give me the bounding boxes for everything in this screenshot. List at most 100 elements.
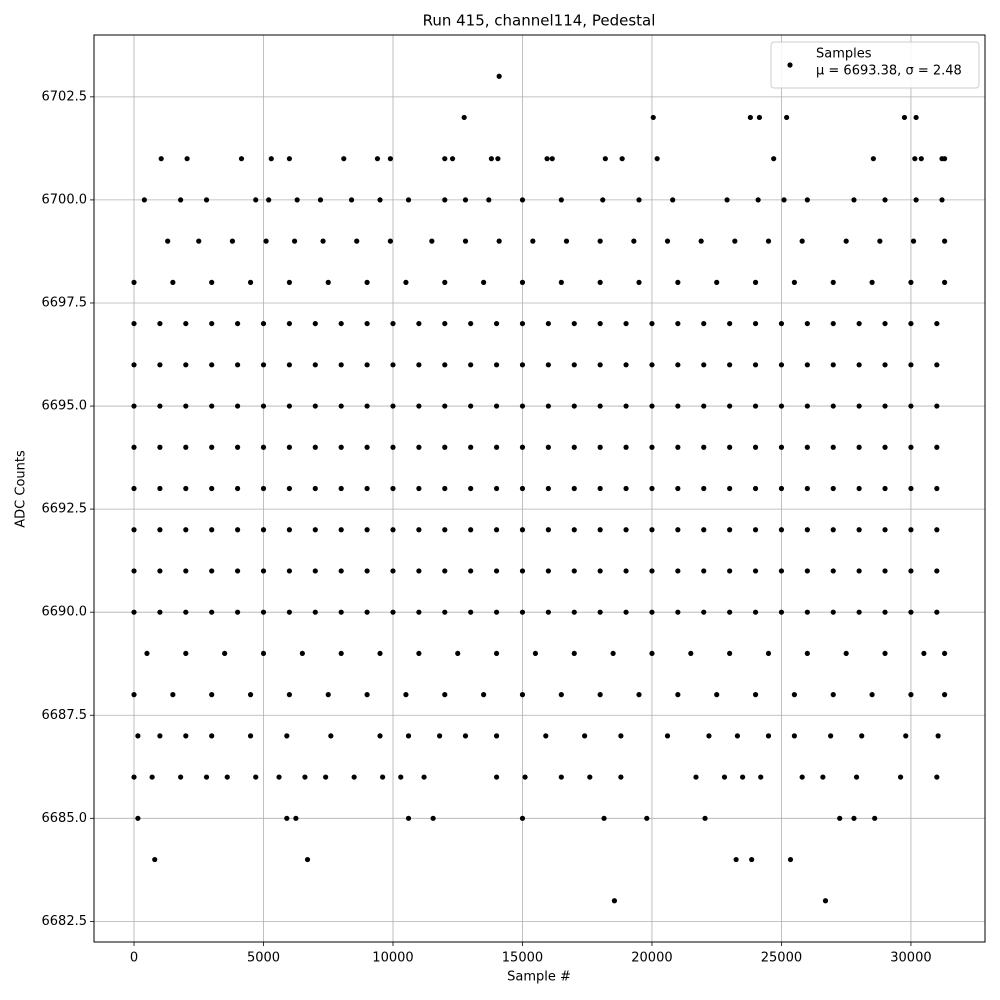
point xyxy=(170,279,176,285)
point xyxy=(304,856,311,863)
point xyxy=(493,527,500,533)
point xyxy=(734,733,741,739)
point xyxy=(481,692,487,698)
point xyxy=(468,527,474,533)
y-axis-label: ADC Counts xyxy=(14,450,29,528)
point xyxy=(675,527,681,533)
point xyxy=(530,238,536,244)
point xyxy=(519,815,526,821)
point xyxy=(364,444,370,450)
point xyxy=(649,609,655,615)
point xyxy=(449,156,456,162)
point xyxy=(183,485,189,492)
point xyxy=(442,320,448,327)
point xyxy=(131,609,137,615)
point xyxy=(462,238,469,244)
point xyxy=(390,403,396,409)
point xyxy=(416,362,422,368)
point xyxy=(804,527,810,533)
point xyxy=(597,692,603,698)
point xyxy=(183,527,189,533)
point xyxy=(416,444,422,450)
point xyxy=(377,733,383,739)
point xyxy=(571,362,577,368)
point xyxy=(908,485,914,492)
point xyxy=(131,320,137,327)
point xyxy=(284,815,290,821)
point xyxy=(364,485,370,492)
point xyxy=(183,733,189,739)
point xyxy=(549,156,555,162)
point xyxy=(157,403,163,409)
y-tick-label: 6682.5 xyxy=(42,914,88,929)
point xyxy=(830,362,836,368)
point xyxy=(851,815,857,821)
point xyxy=(830,568,836,574)
point xyxy=(830,444,836,450)
point xyxy=(390,320,396,327)
point xyxy=(830,485,836,492)
point xyxy=(749,856,755,863)
point xyxy=(804,320,810,327)
point xyxy=(752,692,759,698)
point xyxy=(791,733,797,739)
point xyxy=(390,609,396,615)
point xyxy=(253,197,259,203)
point xyxy=(610,650,616,657)
point xyxy=(545,485,551,492)
point xyxy=(442,197,448,203)
point xyxy=(263,238,269,244)
point xyxy=(260,650,267,657)
point xyxy=(416,403,422,409)
x-tick-label: 10000 xyxy=(372,951,413,966)
point xyxy=(804,362,810,368)
point xyxy=(869,279,875,285)
point xyxy=(141,197,147,203)
point xyxy=(442,444,448,450)
point xyxy=(675,444,681,450)
point xyxy=(312,444,318,450)
point xyxy=(649,362,655,368)
point xyxy=(623,527,629,533)
point xyxy=(519,527,526,533)
point xyxy=(837,815,843,821)
point xyxy=(286,156,292,162)
point xyxy=(286,403,292,409)
point xyxy=(183,609,189,615)
point xyxy=(856,485,862,492)
point xyxy=(131,279,137,285)
point xyxy=(804,403,810,409)
point xyxy=(571,650,577,657)
point xyxy=(877,238,883,244)
point xyxy=(398,774,404,780)
point xyxy=(804,197,810,203)
point xyxy=(701,403,707,409)
point xyxy=(675,692,681,698)
y-tick-label: 6697.5 xyxy=(42,295,88,310)
point xyxy=(468,320,474,327)
point xyxy=(939,197,945,203)
point xyxy=(247,692,254,698)
point xyxy=(496,73,502,79)
point xyxy=(286,279,292,285)
point xyxy=(727,403,733,409)
point xyxy=(664,238,671,244)
point xyxy=(325,279,331,285)
point xyxy=(377,650,383,657)
point xyxy=(787,856,794,863)
point xyxy=(934,444,940,450)
point xyxy=(364,362,370,368)
point xyxy=(752,362,759,368)
plot-frame xyxy=(93,34,986,943)
point xyxy=(670,197,676,203)
point xyxy=(693,774,699,780)
point xyxy=(851,197,857,203)
point xyxy=(405,815,412,821)
point xyxy=(571,527,577,533)
point xyxy=(312,527,318,533)
point xyxy=(387,156,393,162)
point xyxy=(675,403,681,409)
point xyxy=(442,403,448,409)
point xyxy=(908,403,914,409)
legend-note: μ = 6693.38, σ = 2.48 xyxy=(816,64,962,79)
